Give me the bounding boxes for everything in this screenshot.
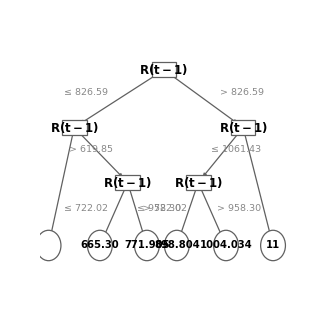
FancyBboxPatch shape bbox=[116, 175, 140, 190]
Text: $\mathbf{R(t-1)}$: $\mathbf{R(t-1)}$ bbox=[103, 175, 152, 190]
Text: $\mathbf{R(t-1)}$: $\mathbf{R(t-1)}$ bbox=[174, 175, 223, 190]
Text: 771.905: 771.905 bbox=[124, 241, 170, 251]
Text: > 958.30: > 958.30 bbox=[218, 204, 261, 213]
Circle shape bbox=[36, 230, 61, 261]
Circle shape bbox=[134, 230, 159, 261]
Text: 11: 11 bbox=[266, 241, 280, 251]
Circle shape bbox=[87, 230, 112, 261]
Text: $\mathbf{R(t-1)}$: $\mathbf{R(t-1)}$ bbox=[50, 120, 99, 135]
Circle shape bbox=[214, 230, 238, 261]
Circle shape bbox=[260, 230, 285, 261]
Text: ≤ 826.59: ≤ 826.59 bbox=[64, 88, 108, 97]
Text: > 722.02: > 722.02 bbox=[143, 204, 187, 213]
Text: 665.30: 665.30 bbox=[81, 241, 119, 251]
FancyBboxPatch shape bbox=[152, 62, 176, 77]
FancyBboxPatch shape bbox=[186, 175, 211, 190]
Text: > 826.59: > 826.59 bbox=[220, 88, 264, 97]
Text: 1004.034: 1004.034 bbox=[200, 241, 252, 251]
FancyBboxPatch shape bbox=[231, 120, 255, 135]
Text: $\mathbf{R(t-1)}$: $\mathbf{R(t-1)}$ bbox=[219, 120, 268, 135]
FancyBboxPatch shape bbox=[62, 120, 86, 135]
Text: ≤ 1061.43: ≤ 1061.43 bbox=[211, 145, 261, 154]
Text: $\mathbf{R(t-1)}$: $\mathbf{R(t-1)}$ bbox=[140, 62, 188, 77]
Circle shape bbox=[164, 230, 189, 261]
Text: ≤ 958.30: ≤ 958.30 bbox=[137, 204, 181, 213]
Text: ≤ 722.02: ≤ 722.02 bbox=[64, 204, 108, 213]
Text: 898.804: 898.804 bbox=[154, 241, 200, 251]
Text: > 619.85: > 619.85 bbox=[69, 145, 113, 154]
